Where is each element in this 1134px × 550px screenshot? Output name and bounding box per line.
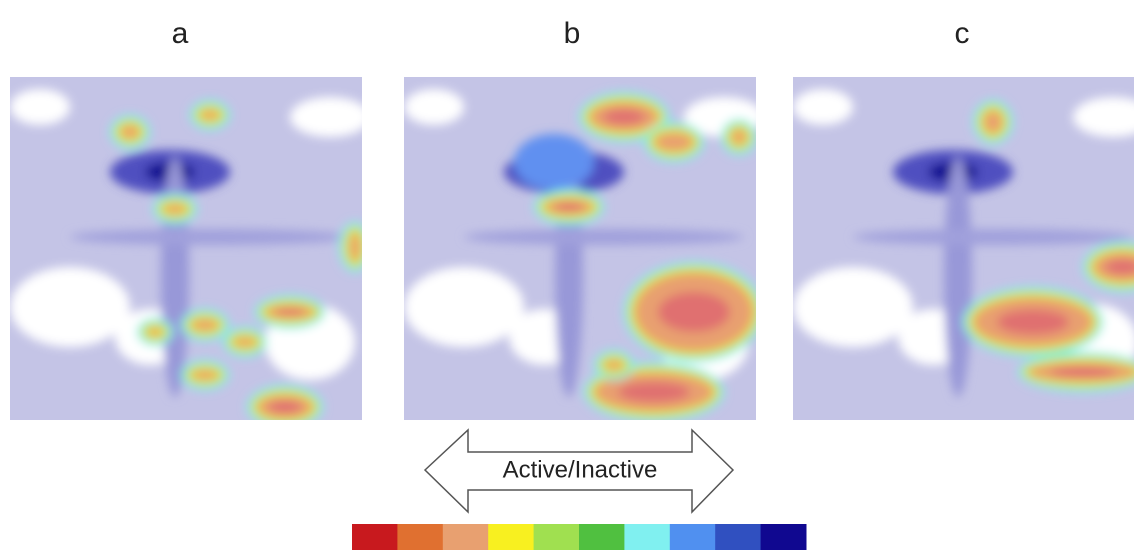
colorbar-swatch [488, 524, 535, 550]
heat-region [161, 157, 189, 397]
heat-spot [275, 308, 305, 316]
heat-spot [191, 370, 219, 380]
heat-region [793, 267, 913, 347]
heatmap [10, 77, 362, 497]
panel-label: a [172, 17, 189, 50]
heatmap [793, 77, 1134, 497]
heat-region [404, 267, 524, 347]
heatmap-layer [404, 89, 756, 420]
heat-region [514, 134, 594, 190]
heat-spot [1105, 259, 1134, 275]
heat-region [290, 97, 362, 137]
colorbar-swatch [624, 524, 671, 550]
heat-spot [268, 401, 302, 413]
heat-spot [200, 110, 220, 120]
heat-region [10, 267, 130, 347]
heat-region [853, 229, 1133, 245]
heat-region [10, 89, 70, 125]
heat-spot [654, 132, 694, 152]
heat-spot [120, 125, 140, 139]
heat-region [10, 447, 90, 497]
heat-region [1073, 97, 1134, 137]
heat-spot [603, 109, 645, 125]
colorbar-swatch [760, 524, 807, 550]
heat-region [404, 89, 464, 125]
colorbar-swatch [442, 524, 489, 550]
heat-region [70, 229, 350, 245]
heat-spot [163, 204, 187, 214]
heat-spot [554, 203, 584, 211]
arrow-label: Active/Inactive [503, 456, 658, 483]
heat-spot [983, 110, 1003, 134]
colorbar-swatch [579, 524, 625, 550]
heat-spot [1050, 367, 1116, 377]
colorbar-swatch [533, 524, 580, 550]
heat-spot [731, 129, 747, 145]
colorbar-swatch [669, 524, 716, 550]
colorbar [352, 524, 807, 550]
heat-spot [349, 232, 361, 262]
panel-label: b [564, 17, 581, 50]
heatmap-layer [793, 89, 1134, 497]
heat-spot [191, 319, 219, 331]
colorbar-swatch [715, 524, 762, 550]
heat-region [944, 157, 972, 397]
colorbar-swatch [352, 524, 398, 550]
panel-label: c [955, 17, 970, 50]
heat-spot [997, 309, 1069, 335]
heat-spot [618, 382, 690, 402]
heat-spot [147, 328, 163, 336]
heat-region [793, 89, 853, 125]
heat-spot [233, 337, 257, 347]
heatmap-layer [10, 89, 362, 497]
double-arrow [423, 428, 735, 514]
heatmap [404, 77, 756, 420]
heat-spot [658, 292, 730, 332]
colorbar-swatch [397, 524, 444, 550]
heat-region [793, 447, 873, 497]
heat-spot [604, 360, 624, 370]
heat-region [464, 229, 744, 245]
